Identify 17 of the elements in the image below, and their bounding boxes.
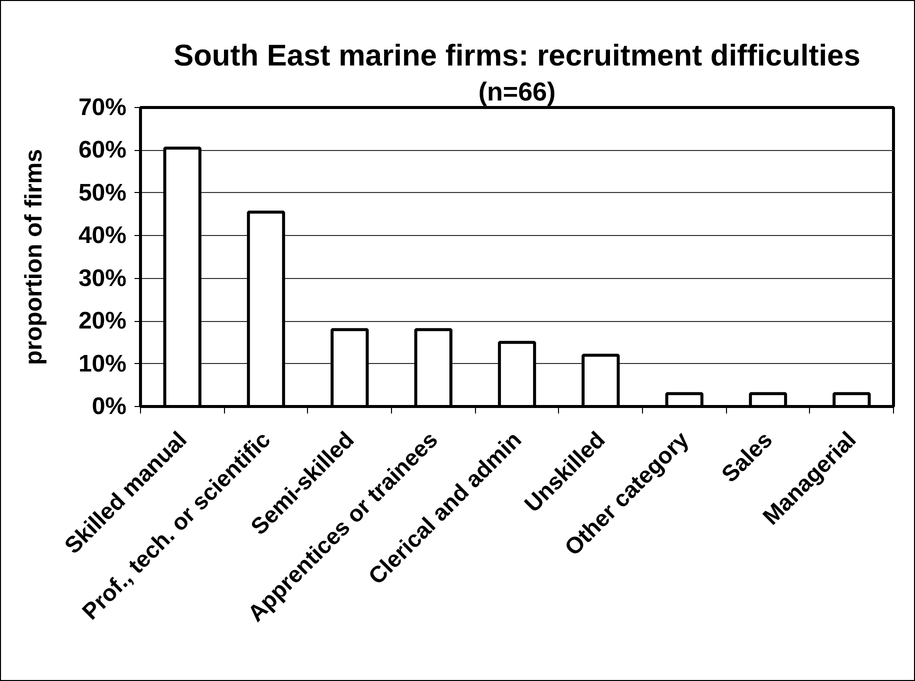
bar: [582, 354, 620, 406]
y-tick-label: 40%: [78, 222, 127, 250]
bar: [414, 328, 452, 406]
chart-title: South East marine firms: recruitment difficulties: [174, 40, 860, 72]
bar: [163, 146, 202, 406]
bar: [246, 210, 286, 406]
y-tick-label: 0%: [92, 393, 126, 420]
bar: [330, 328, 369, 406]
y-tick-label: 10%: [78, 350, 127, 378]
y-axis-title: proportion of firms: [20, 149, 48, 365]
y-tick-label: 70%: [78, 94, 127, 121]
y-tick-label: 30%: [78, 264, 127, 292]
y-tick-label: 20%: [78, 308, 127, 335]
y-tick-label: 60%: [78, 136, 127, 164]
y-tick-label: 50%: [78, 179, 127, 206]
chart-subtitle: (n=66): [478, 76, 556, 106]
bar: [498, 340, 536, 406]
